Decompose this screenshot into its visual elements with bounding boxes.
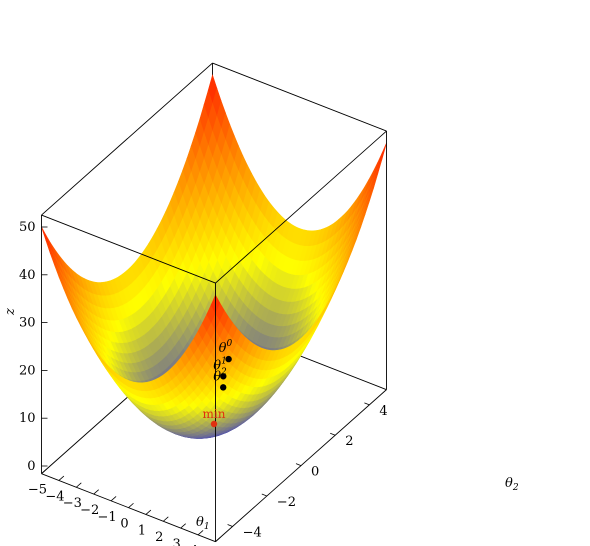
theta-point: [220, 384, 227, 391]
box-edge: [41, 62, 213, 216]
z-tick-label: 10: [19, 411, 36, 426]
x-tick: [215, 536, 221, 542]
z-tick-label: 0: [27, 459, 35, 474]
y-tick: [261, 493, 267, 497]
x-tick: [128, 502, 134, 508]
box-edge: [212, 62, 387, 132]
x-tick: [93, 489, 99, 495]
surface-mesh: [41, 73, 387, 439]
x-tick-label: −1: [98, 510, 117, 525]
y-tick-label: −2: [277, 495, 296, 510]
surface-facet: [377, 142, 387, 169]
x-tick: [180, 523, 186, 529]
z-tick-label: 30: [19, 316, 36, 331]
y-tick-label: −4: [243, 525, 262, 540]
x-tick: [58, 475, 65, 481]
theta-point: [225, 355, 232, 363]
z-tick-label: 50: [19, 220, 36, 235]
x-tick: [76, 482, 82, 488]
z-tick-label: 20: [19, 363, 36, 378]
z-tick-label: 40: [19, 268, 36, 283]
x-tick: [197, 530, 204, 536]
z-axis-label: z: [3, 308, 18, 316]
x-tick-label: 4: [190, 544, 198, 546]
y-tick: [330, 432, 336, 436]
x-axis-label: θ1: [196, 515, 210, 532]
x-tick-label: 1: [138, 523, 146, 538]
y-tick-label: 4: [379, 404, 387, 419]
y-axis-label: θ2: [505, 476, 519, 493]
min-point: [210, 420, 218, 428]
box-edge: [41, 214, 216, 284]
x-tick: [163, 516, 169, 522]
x-tick-label: −2: [80, 503, 99, 518]
x-tick-label: −3: [63, 496, 82, 511]
y-tick: [364, 402, 370, 406]
y-tick: [227, 524, 233, 527]
x-tick-label: 2: [155, 530, 163, 545]
y-tick-label: 2: [345, 434, 353, 449]
x-tick-label: −5: [28, 483, 47, 498]
y-tick: [295, 463, 302, 467]
x-tick: [110, 496, 117, 502]
x-tick: [145, 509, 152, 515]
x-tick-label: −4: [45, 489, 64, 504]
x-tick-label: 3: [173, 537, 181, 546]
box-edge: [215, 130, 387, 284]
theta-point: [220, 373, 227, 380]
min-label: min: [203, 407, 226, 421]
x-tick: [41, 468, 47, 474]
surface-facet: [41, 226, 51, 249]
y-tick-label: 0: [311, 465, 319, 480]
x-tick-label: 0: [120, 517, 128, 532]
